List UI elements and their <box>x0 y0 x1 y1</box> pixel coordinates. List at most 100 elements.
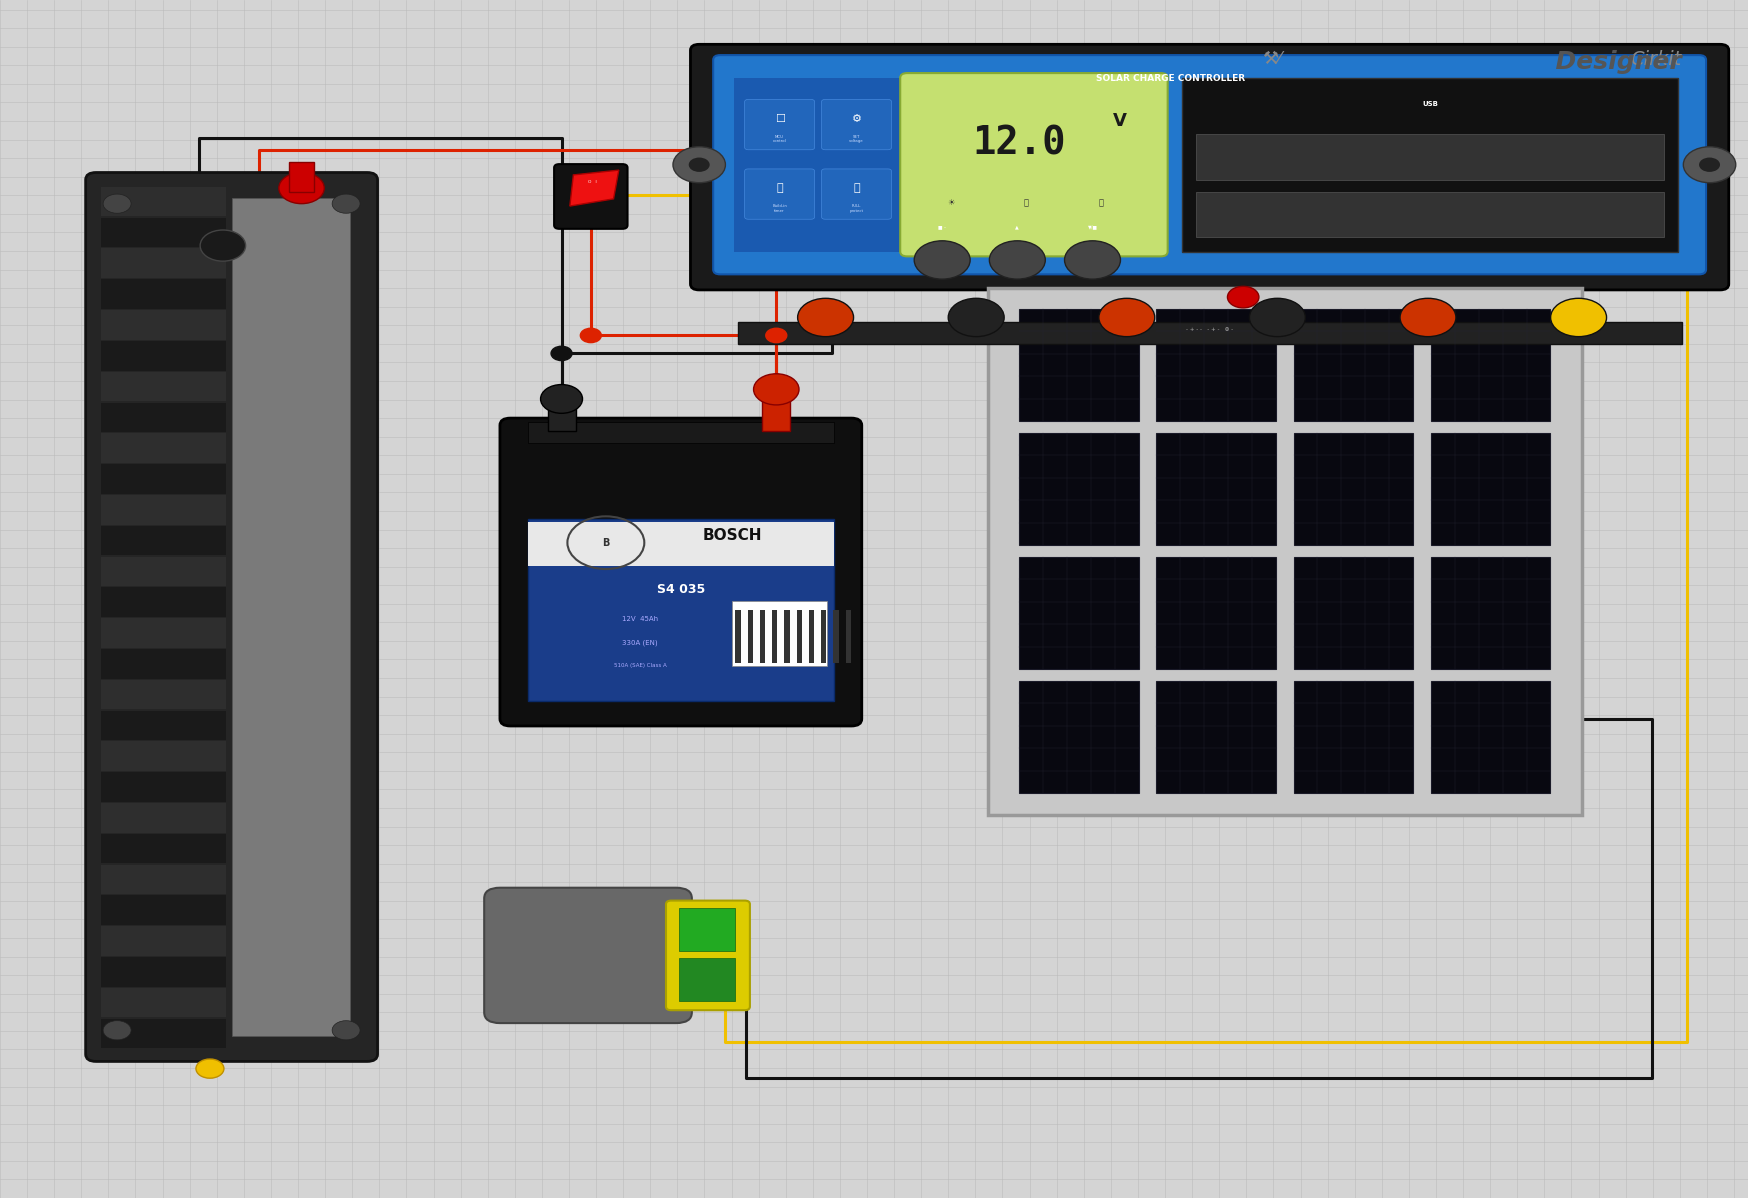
Text: ☀: ☀ <box>947 199 954 207</box>
Bar <box>678 908 734 951</box>
Polygon shape <box>570 170 619 206</box>
Bar <box>1157 309 1276 420</box>
Bar <box>101 341 227 370</box>
Bar <box>101 248 227 278</box>
Circle shape <box>580 328 601 343</box>
Bar <box>732 601 827 666</box>
Text: S4 035: S4 035 <box>657 583 704 597</box>
Bar <box>1182 78 1678 252</box>
Text: 12V  45Ah: 12V 45Ah <box>622 616 657 622</box>
Bar <box>1294 309 1412 420</box>
Bar <box>101 988 227 1017</box>
Bar <box>528 519 834 701</box>
Circle shape <box>332 1021 360 1040</box>
FancyBboxPatch shape <box>713 55 1706 274</box>
Text: SET
voltage: SET voltage <box>850 134 864 144</box>
FancyBboxPatch shape <box>900 73 1168 256</box>
Circle shape <box>280 173 325 204</box>
Text: SOLAR CHARGE CONTROLLER: SOLAR CHARGE CONTROLLER <box>1096 74 1245 84</box>
Bar <box>738 322 1682 344</box>
Bar <box>231 198 350 1036</box>
FancyBboxPatch shape <box>745 169 815 219</box>
Bar <box>1157 432 1276 545</box>
Bar <box>1019 557 1140 668</box>
Circle shape <box>673 146 725 182</box>
Bar <box>101 679 227 709</box>
Bar <box>101 371 227 401</box>
Bar <box>101 649 227 678</box>
Bar <box>101 710 227 740</box>
Bar <box>101 526 227 556</box>
Text: O   I: O I <box>587 180 598 184</box>
FancyBboxPatch shape <box>500 418 862 726</box>
Bar <box>734 78 900 252</box>
Bar <box>671 932 708 978</box>
Circle shape <box>797 298 853 337</box>
Bar <box>290 162 315 192</box>
Text: ⚙: ⚙ <box>851 114 862 123</box>
Bar <box>678 957 734 1002</box>
Bar <box>1019 309 1140 420</box>
Bar <box>988 288 1582 815</box>
Bar <box>101 742 227 772</box>
Bar <box>785 610 790 662</box>
Bar <box>101 434 227 462</box>
FancyBboxPatch shape <box>745 99 815 150</box>
Circle shape <box>199 230 245 261</box>
Circle shape <box>766 328 787 343</box>
Bar <box>101 865 227 894</box>
Text: MCU
control: MCU control <box>773 134 787 144</box>
Bar <box>547 393 575 431</box>
Text: Cirkit: Cirkit <box>1631 50 1682 69</box>
Bar <box>528 522 834 567</box>
Bar <box>101 403 227 432</box>
Circle shape <box>989 241 1045 279</box>
Bar <box>101 926 227 956</box>
Bar <box>748 610 753 662</box>
Text: V: V <box>1113 113 1127 131</box>
Text: ▼/■: ▼/■ <box>1087 224 1098 229</box>
Circle shape <box>1227 286 1259 308</box>
Bar <box>101 310 227 340</box>
FancyBboxPatch shape <box>554 164 628 229</box>
FancyBboxPatch shape <box>484 888 692 1023</box>
Circle shape <box>551 346 572 361</box>
Text: ⏰: ⏰ <box>776 183 783 193</box>
Text: BOSCH: BOSCH <box>703 528 762 543</box>
Bar <box>101 218 227 247</box>
Bar <box>1196 192 1664 237</box>
Text: B: B <box>601 538 610 547</box>
Bar <box>846 610 851 662</box>
Text: FULL
protect: FULL protect <box>850 204 864 213</box>
Text: 🔒: 🔒 <box>853 183 860 193</box>
Circle shape <box>689 157 710 171</box>
Bar <box>101 895 227 925</box>
Bar <box>1430 432 1550 545</box>
Circle shape <box>1550 298 1606 337</box>
FancyBboxPatch shape <box>666 901 750 1010</box>
Bar <box>101 834 227 864</box>
Circle shape <box>332 194 360 213</box>
Bar <box>760 610 766 662</box>
Circle shape <box>753 374 799 405</box>
Circle shape <box>1099 298 1155 337</box>
Bar <box>1019 432 1140 545</box>
Circle shape <box>103 1021 131 1040</box>
Text: USB: USB <box>1421 101 1439 107</box>
Text: ■ -: ■ - <box>939 224 946 229</box>
Bar <box>528 422 834 443</box>
Circle shape <box>103 194 131 213</box>
Bar <box>1294 557 1412 668</box>
FancyBboxPatch shape <box>86 173 378 1061</box>
Bar <box>809 610 815 662</box>
Text: ▲: ▲ <box>1016 224 1019 229</box>
Bar <box>762 386 790 431</box>
Bar <box>1019 680 1140 793</box>
Text: 12.0: 12.0 <box>972 125 1066 163</box>
Bar <box>101 1018 227 1048</box>
Bar <box>773 610 778 662</box>
Text: 🔋: 🔋 <box>1024 199 1028 207</box>
Bar <box>101 279 227 309</box>
Bar <box>101 773 227 801</box>
Bar <box>101 495 227 525</box>
